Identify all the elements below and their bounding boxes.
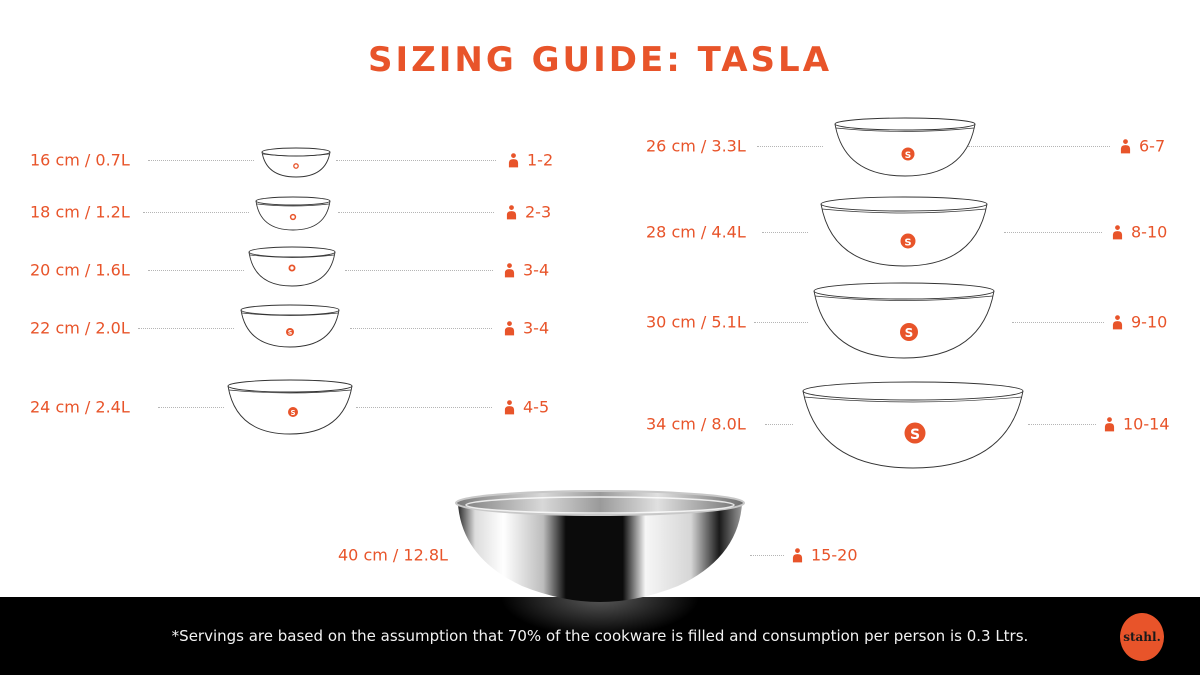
servings-value: 3-4 bbox=[523, 318, 550, 338]
person-icon bbox=[504, 321, 515, 336]
leader-dots bbox=[1004, 232, 1102, 233]
bowl-outline-icon: S bbox=[813, 282, 995, 359]
person-icon bbox=[508, 153, 519, 168]
person-icon bbox=[504, 400, 515, 415]
person-icon bbox=[1112, 225, 1123, 240]
servings: 3-4 bbox=[504, 261, 549, 280]
size-label: 16 cm / 0.7L bbox=[30, 150, 130, 170]
person-icon bbox=[1112, 315, 1123, 330]
person-icon bbox=[1120, 139, 1131, 154]
leader-dots bbox=[754, 322, 808, 323]
leader-dots bbox=[148, 160, 254, 161]
svg-text:S: S bbox=[290, 409, 295, 417]
svg-text:S: S bbox=[904, 238, 911, 249]
bowl-outline-icon: S bbox=[820, 196, 988, 267]
person-icon bbox=[506, 205, 517, 220]
leader-dots bbox=[750, 555, 784, 556]
leader-dots bbox=[350, 328, 492, 329]
servings-value: 15-20 bbox=[811, 545, 858, 565]
servings-value: 3-4 bbox=[523, 260, 550, 280]
reflection bbox=[500, 597, 700, 637]
size-label: 18 cm / 1.2L bbox=[30, 202, 130, 222]
svg-text:S: S bbox=[910, 427, 920, 443]
footnote: *Servings are based on the assumption th… bbox=[171, 627, 1029, 645]
person-icon bbox=[504, 263, 515, 278]
servings-value: 6-7 bbox=[1139, 136, 1166, 156]
leader-dots bbox=[762, 232, 808, 233]
servings: 6-7 bbox=[1120, 137, 1165, 156]
stainless-tasla-image bbox=[455, 490, 745, 602]
size-label: 34 cm / 8.0L bbox=[646, 414, 746, 434]
leader-dots bbox=[143, 212, 249, 213]
servings-value: 10-14 bbox=[1123, 414, 1170, 434]
bowl-outline-icon bbox=[255, 196, 331, 231]
leader-dots bbox=[356, 407, 492, 408]
bowl-outline-icon bbox=[261, 147, 331, 178]
size-label: 28 cm / 4.4L bbox=[646, 222, 746, 242]
leader-dots bbox=[138, 328, 234, 329]
bowl-outline-icon: S bbox=[802, 381, 1024, 469]
servings-value: 1-2 bbox=[527, 150, 554, 170]
servings: 15-20 bbox=[792, 546, 858, 565]
bowl-outline-icon: S bbox=[240, 304, 340, 348]
leader-dots bbox=[968, 146, 1110, 147]
servings: 10-14 bbox=[1104, 415, 1170, 434]
leader-dots bbox=[1012, 322, 1104, 323]
leader-dots bbox=[158, 407, 224, 408]
leader-dots bbox=[336, 160, 496, 161]
size-label: 20 cm / 1.6L bbox=[30, 260, 130, 280]
leader-dots bbox=[757, 146, 823, 147]
servings-value: 8-10 bbox=[1131, 222, 1168, 242]
leader-dots bbox=[765, 424, 793, 425]
servings: 4-5 bbox=[504, 398, 549, 417]
leader-dots bbox=[1028, 424, 1096, 425]
page-title: SIZING GUIDE: TASLA bbox=[367, 40, 833, 80]
servings-value: 4-5 bbox=[523, 397, 550, 417]
bowl-outline-icon: S bbox=[227, 379, 353, 435]
bowl-outline-icon bbox=[248, 246, 336, 287]
svg-text:S: S bbox=[905, 151, 911, 161]
person-icon bbox=[1104, 417, 1115, 432]
size-label: 24 cm / 2.4L bbox=[30, 397, 130, 417]
servings: 8-10 bbox=[1112, 223, 1167, 242]
leader-dots bbox=[345, 270, 493, 271]
size-label: 40 cm / 12.8L bbox=[338, 545, 448, 565]
person-icon bbox=[792, 548, 803, 563]
svg-text:S: S bbox=[905, 326, 914, 340]
servings: 1-2 bbox=[508, 151, 553, 170]
servings-value: 9-10 bbox=[1131, 312, 1168, 332]
brand-logo: stahl. bbox=[1120, 613, 1164, 661]
leader-dots bbox=[148, 270, 244, 271]
servings-value: 2-3 bbox=[525, 202, 552, 222]
footer-bar: *Servings are based on the assumption th… bbox=[0, 597, 1200, 675]
servings: 2-3 bbox=[506, 203, 551, 222]
servings: 3-4 bbox=[504, 319, 549, 338]
leader-dots bbox=[338, 212, 494, 213]
bowl-outline-icon: S bbox=[834, 117, 976, 177]
svg-text:S: S bbox=[288, 330, 292, 337]
size-label: 22 cm / 2.0L bbox=[30, 318, 130, 338]
size-label: 26 cm / 3.3L bbox=[646, 136, 746, 156]
logo-text: stahl. bbox=[1123, 630, 1161, 644]
size-label: 30 cm / 5.1L bbox=[646, 312, 746, 332]
servings: 9-10 bbox=[1112, 313, 1167, 332]
